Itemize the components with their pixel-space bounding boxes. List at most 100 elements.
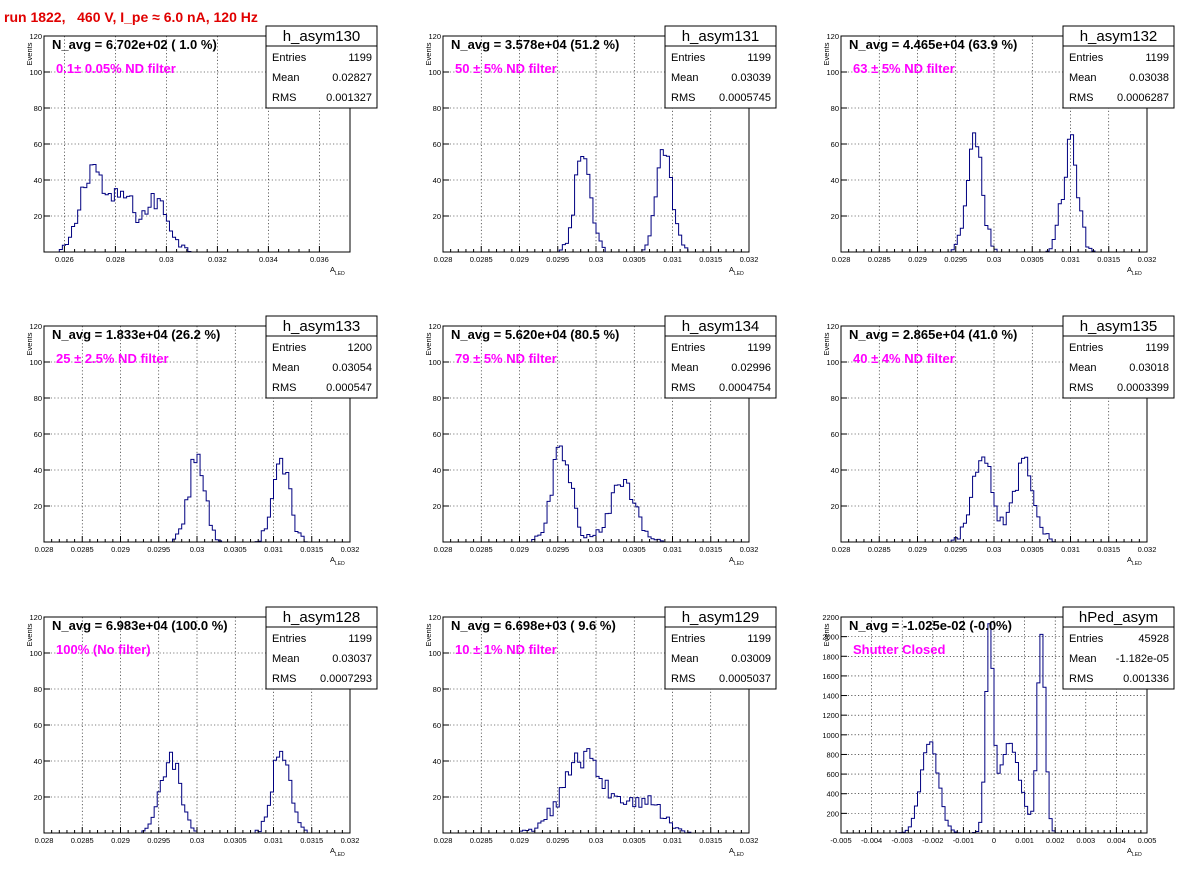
x-tick-label: 0.0295 [944, 255, 967, 264]
y-axis-label: Events [424, 623, 433, 646]
x-axis-label-sub: LED [335, 271, 345, 277]
y-tick-label: 1000 [822, 731, 839, 740]
y-tick-label: 40 [831, 176, 839, 185]
y-tick-label: 60 [34, 140, 42, 149]
x-axis-label: ALED [330, 265, 345, 277]
histogram-name: h_asym135 [1080, 318, 1158, 335]
x-tick-label: 0.032 [740, 545, 759, 554]
x-tick-label: 0.032 [341, 545, 360, 554]
y-tick-label: 100 [29, 358, 42, 367]
stat-value: 0.0003399 [1117, 382, 1169, 394]
x-tick-label: 0.029 [908, 255, 927, 264]
x-tick-label: 0.028 [434, 255, 453, 264]
x-tick-label: 0.032 [1138, 545, 1157, 554]
stat-label: Entries [272, 52, 307, 64]
stat-label: RMS [1069, 92, 1093, 104]
x-tick-label: 0.03 [159, 255, 174, 264]
x-tick-label: 0.0315 [1097, 255, 1120, 264]
stat-label: RMS [671, 92, 695, 104]
stat-value: 1199 [1145, 52, 1169, 64]
stat-label: Entries [272, 342, 307, 354]
y-tick-label: 100 [29, 649, 42, 658]
histogram-bars [44, 164, 350, 253]
stat-value: 0.02996 [731, 362, 771, 374]
stat-label: RMS [1069, 382, 1093, 394]
y-tick-label: 80 [34, 104, 42, 113]
y-tick-label: 1600 [822, 672, 839, 681]
stat-label: Mean [272, 72, 300, 84]
histogram-name: h_asym134 [682, 318, 760, 335]
histogram-panel: 0.028 0.0285 0.029 0.0295 0.03 0.0305 0.031 0.0… [424, 25, 777, 277]
y-tick-label: 20 [433, 212, 441, 221]
y-tick-label: 80 [433, 394, 441, 403]
stat-label: Entries [671, 633, 706, 645]
y-tick-label: 100 [826, 358, 839, 367]
filter-label: Shutter Closed [853, 642, 946, 657]
stat-value: 0.03018 [1129, 362, 1169, 374]
y-tick-label: 40 [433, 176, 441, 185]
y-tick-label: 600 [826, 770, 839, 779]
x-tick-label: 0.0315 [699, 836, 722, 845]
stat-label: RMS [671, 382, 695, 394]
stats-box [1062, 606, 1175, 690]
stat-value: 0.03037 [332, 653, 372, 665]
stats-box [1062, 25, 1175, 109]
stat-value: 1200 [348, 342, 372, 354]
x-tick-label: 0.032 [208, 255, 227, 264]
x-axis-label-sub: LED [1132, 852, 1142, 858]
x-axis-label-sub: LED [1132, 271, 1142, 277]
navg-text: N_avg = 1.833e+04 (26.2 %) [52, 327, 220, 342]
x-tick-label: 0.032 [740, 836, 759, 845]
histogram-panel: -0.005 -0.004 -0.003 -0.002 -0.001 0 0.001 0.00… [822, 606, 1175, 858]
y-tick-label: 100 [428, 649, 441, 658]
y-tick-label: 120 [428, 613, 441, 622]
x-tick-label: 0.0295 [147, 545, 170, 554]
x-tick-label: 0.029 [908, 545, 927, 554]
filter-label: 63 ± 5% ND filter [853, 61, 955, 76]
stats-box [664, 606, 777, 690]
x-axis-label-sub: LED [335, 561, 345, 567]
x-axis-label: ALED [729, 846, 744, 858]
x-tick-label: 0.0285 [71, 545, 94, 554]
y-tick-label: 200 [826, 809, 839, 818]
x-axis-label: ALED [729, 555, 744, 567]
y-axis-label: Events [25, 332, 34, 355]
x-tick-label: 0.03 [987, 255, 1002, 264]
x-tick-label: 0.028 [106, 255, 125, 264]
stat-label: RMS [671, 673, 695, 685]
y-tick-label: 20 [34, 502, 42, 511]
navg-text: N_avg = 3.578e+04 (51.2 %) [451, 37, 619, 52]
filter-label: 0.1± 0.05% ND filter [56, 61, 176, 76]
stat-value: 0.03009 [731, 653, 771, 665]
x-tick-label: 0.0305 [224, 836, 247, 845]
y-tick-label: 80 [433, 685, 441, 694]
y-tick-label: 1200 [822, 711, 839, 720]
x-tick-label: 0.031 [663, 836, 682, 845]
stat-value: 0.0005037 [719, 673, 771, 685]
filter-label: 40 ± 4% ND filter [853, 351, 955, 366]
histogram-panel: 0.026 0.028 0.03 0.032 0.034 0.036 20 40 60 80 100… [25, 25, 378, 277]
x-tick-label: 0.028 [434, 545, 453, 554]
x-tick-label: 0.031 [1061, 255, 1080, 264]
y-tick-label: 120 [428, 32, 441, 41]
stat-label: Mean [1069, 72, 1097, 84]
stats-box [265, 606, 378, 690]
histogram-name: h_asym130 [283, 28, 361, 45]
y-axis-label: Events [25, 42, 34, 65]
navg-text: N_avg = 6.698e+03 ( 9.6 %) [451, 618, 616, 633]
x-tick-label: 0.03 [589, 255, 604, 264]
x-tick-label: 0.03 [589, 545, 604, 554]
stat-value: 0.001327 [326, 92, 372, 104]
x-tick-label: 0.03 [190, 545, 205, 554]
y-tick-label: 80 [831, 104, 839, 113]
x-tick-label: 0.029 [111, 545, 130, 554]
x-axis-label: ALED [1127, 555, 1142, 567]
histogram-panel: 0.028 0.0285 0.029 0.0295 0.03 0.0305 0.031 0.0… [424, 315, 777, 567]
stat-label: Mean [671, 653, 699, 665]
y-tick-label: 120 [29, 322, 42, 331]
x-tick-label: 0.03 [589, 836, 604, 845]
x-tick-label: -0.003 [892, 836, 913, 845]
stat-label: Mean [1069, 362, 1097, 374]
x-tick-label: 0.0315 [300, 836, 323, 845]
filter-label: 100% (No filter) [56, 642, 151, 657]
